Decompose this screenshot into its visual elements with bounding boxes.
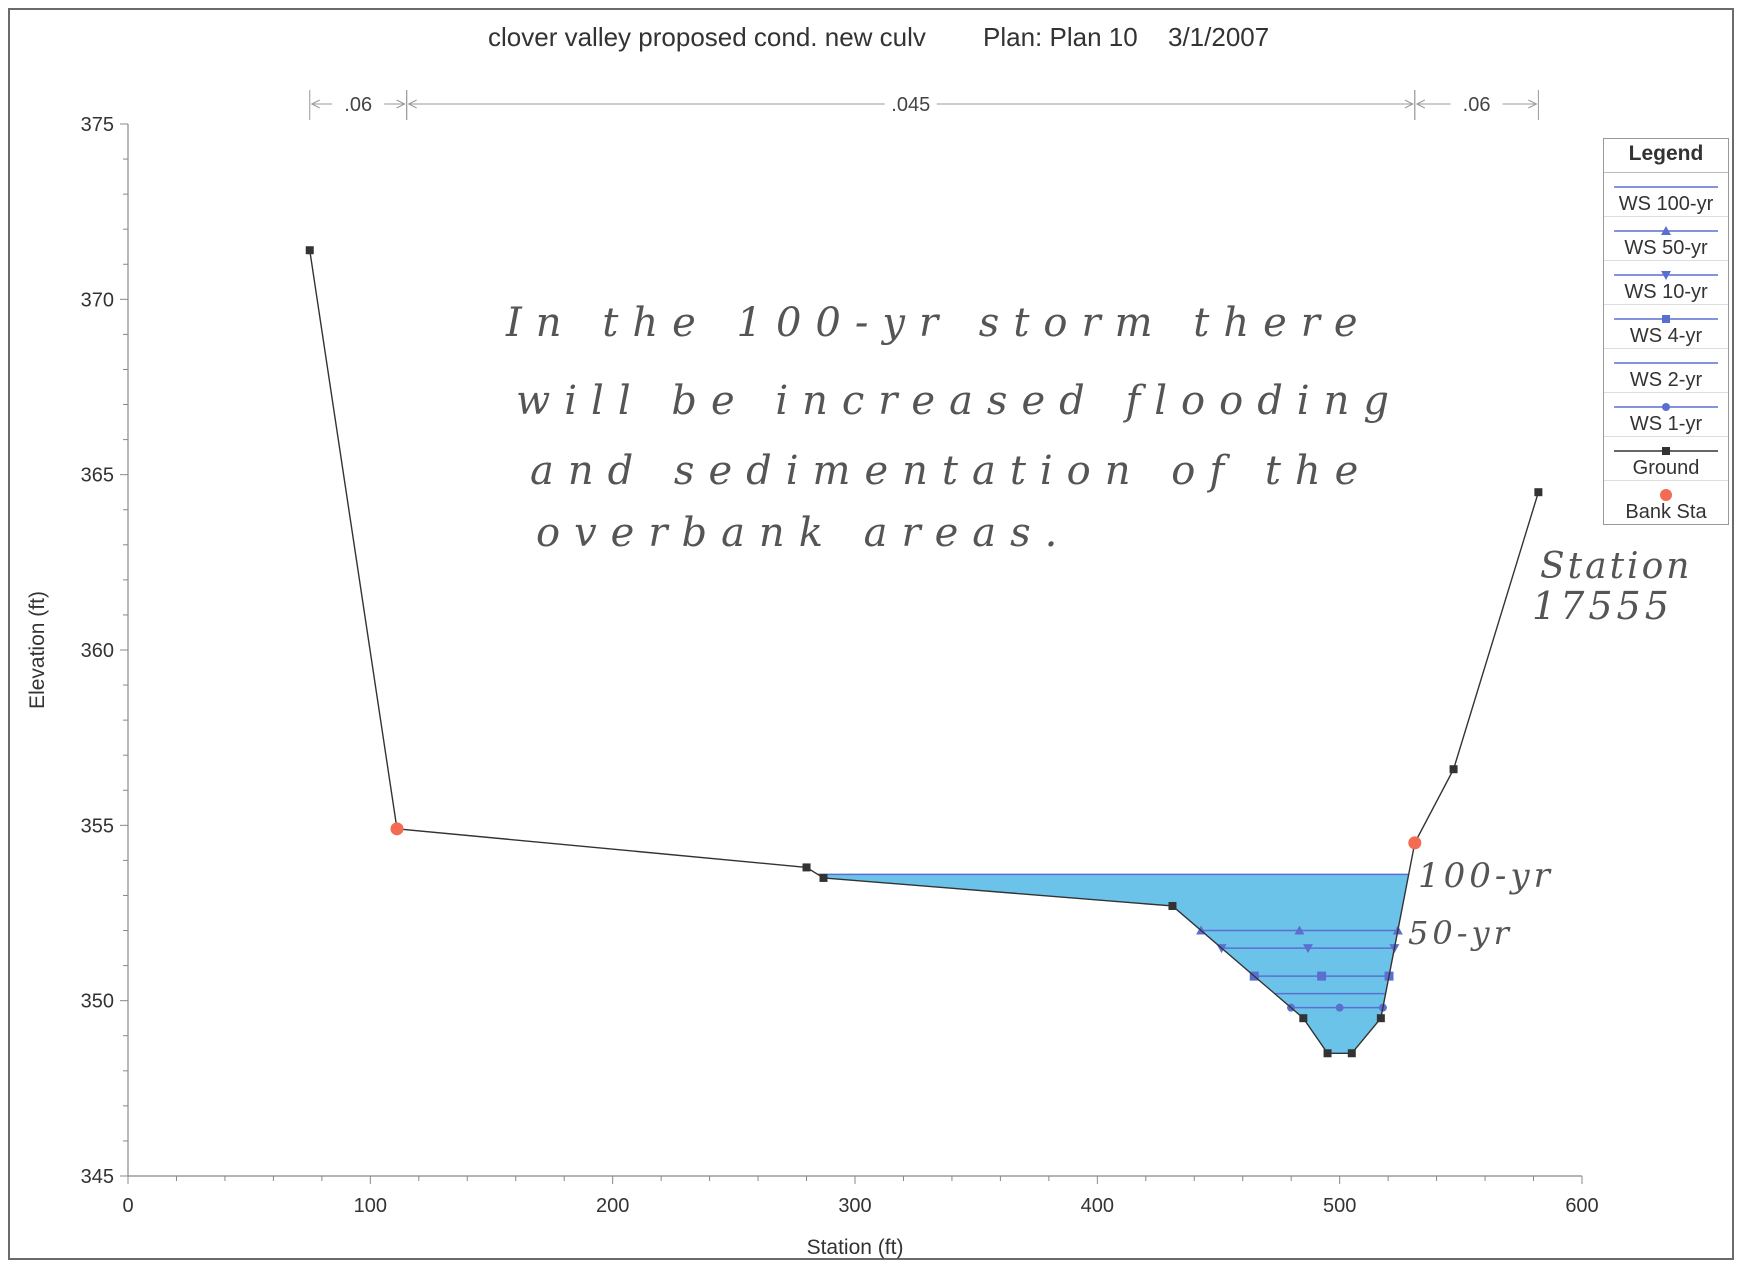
handwritten-station-number: 17555 [1532,584,1673,628]
y-tick-label: 360 [81,640,114,662]
water-surface-marker [1294,925,1305,935]
manning-n-label: .06 [344,94,372,116]
manning-n-arrow [310,99,320,109]
manning-n-arrow [1528,99,1538,109]
legend-swatch [1614,186,1718,188]
legend-swatch [1614,315,1718,323]
ground-point [1449,765,1458,774]
legend-swatch [1614,271,1718,280]
handwritten-station-label: Station [1540,546,1693,587]
legend-swatch [1614,362,1718,364]
x-tick-label: 400 [1081,1195,1114,1217]
y-tick-label: 365 [81,465,114,487]
y-tick-label: 345 [81,1166,114,1188]
handwritten-note-line-2: will be increased flooding [516,378,1403,424]
ground-point [1323,1049,1332,1058]
legend-item-label: WS 100-yr [1618,193,1714,215]
x-tick-label: 100 [354,1195,387,1217]
handwritten-100yr-label: 100-yr [1418,856,1554,896]
legend-item-label: Ground [1632,457,1700,479]
plan-date: 3/1/2007 [1168,22,1270,52]
y-tick-label: 370 [81,289,114,311]
x-tick-label: 200 [596,1195,629,1217]
handwritten-note-line-3: and sedimentation of the [530,448,1373,494]
x-tick-label: 0 [122,1195,133,1217]
bank-station-point [1408,836,1422,850]
ground-point [1299,1014,1308,1023]
legend-item-label: WS 10-yr [1624,281,1708,303]
manning-n-arrow [396,99,406,109]
legend: Legend WS 100-yr WS 50-yr WS 10-yr WS 4-yr W… [1603,138,1729,525]
legend-swatch-marker [1661,226,1671,235]
legend-item: Bank Sta [1604,481,1728,524]
water-surface-marker [1317,971,1327,981]
legend-item: WS 100-yr [1604,173,1728,217]
legend-item: WS 10-yr [1604,261,1728,305]
legend-item: Ground [1604,437,1728,481]
legend-item-label: WS 50-yr [1624,237,1708,259]
x-tick-label: 600 [1565,1195,1598,1217]
ground-point [1376,1014,1385,1023]
legend-swatch [1614,403,1718,411]
legend-swatch [1660,489,1672,501]
legend-item-label: WS 1-yr [1629,413,1703,435]
legend-item: WS 1-yr [1604,393,1728,437]
ground-point [305,246,314,255]
manning-n-label: .06 [1463,94,1491,116]
water-surface-marker [1302,944,1313,954]
legend-item-label: Bank Sta [1625,501,1707,523]
legend-swatch [1614,226,1718,235]
legend-item: WS 50-yr [1604,217,1728,261]
y-tick-label: 355 [81,815,114,837]
ground-point [819,873,828,882]
bank-station-point [390,822,404,836]
handwritten-50yr-label: 50-yr [1408,914,1513,952]
chart-title: clover valley proposed cond. new culv [488,22,926,52]
legend-swatch-marker [1662,403,1670,411]
legend-swatch [1614,447,1718,455]
legend-item: WS 2-yr [1604,349,1728,393]
manning-n-arrow [1415,99,1426,109]
handwritten-note-line-1: In the 100-yr storm there [506,300,1372,346]
legend-swatch-marker [1660,489,1672,501]
x-axis-title: Station (ft) [807,1236,904,1259]
water-surface-marker [1335,1003,1344,1012]
x-tick-label: 300 [838,1195,871,1217]
legend-item: WS 4-yr [1604,305,1728,349]
y-axis-title: Elevation (ft) [26,591,49,709]
manning-n-arrow [407,99,417,109]
page-border [8,8,1734,1260]
ground-point [1534,488,1543,497]
legend-item-label: WS 4-yr [1629,325,1703,347]
ground-point [1347,1049,1356,1058]
y-tick-label: 350 [81,991,114,1013]
ground-point [802,863,811,872]
legend-item-label: WS 2-yr [1629,369,1703,391]
ground-point [1168,901,1177,910]
legend-swatch-marker [1662,315,1670,323]
manning-n-arrow [1404,99,1414,109]
plan-label: Plan: Plan 10 [983,22,1138,52]
ground-line [309,250,1540,1054]
manning-n-label: .045 [891,94,930,116]
y-tick-label: 375 [81,114,114,136]
x-tick-label: 500 [1323,1195,1356,1217]
legend-title: Legend [1604,139,1728,173]
handwritten-note-line-4: overbank areas. [536,510,1072,556]
water-fill-100yr [817,874,1409,1054]
legend-swatch-marker [1661,271,1671,280]
legend-swatch-marker [1662,447,1670,455]
